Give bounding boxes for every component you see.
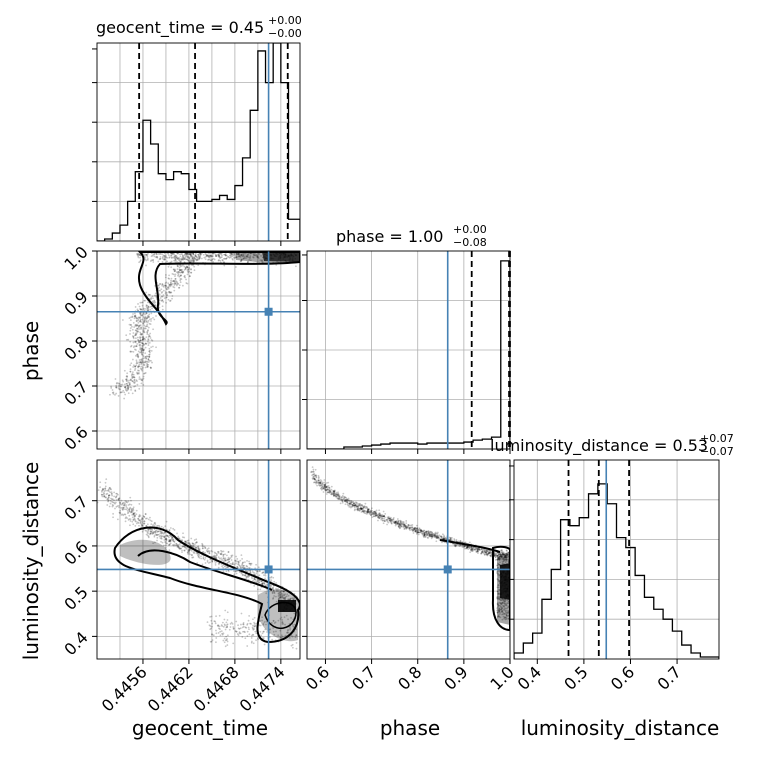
title-geocent-time-sup: +0.00 [268, 14, 302, 27]
panel-frame-h2 [513, 459, 720, 660]
histogram-h0 [97, 43, 300, 241]
x-tick-label-s20: 0.4462 [144, 662, 197, 715]
ylabel-phase: phase [19, 321, 43, 381]
truth-marker-s21 [443, 565, 452, 574]
title-luminosity-distance-sub: −0.07 [700, 445, 734, 458]
ylabel-luminosity-distance: luminosity_distance [19, 462, 43, 661]
xlabel-phase: phase [380, 716, 440, 740]
x-tick-label-h2: 0.7 [653, 662, 684, 693]
density-contour-s10 [137, 251, 300, 326]
title-luminosity-distance: luminosity_distance = 0.53 [490, 436, 708, 456]
x-tick-label-s20: 0.4456 [98, 662, 151, 715]
y-tick-label-s10: 1.0 [60, 242, 91, 273]
xlabel-luminosity-distance: luminosity_distance [521, 716, 720, 740]
x-tick-label-s21: 0.6 [302, 662, 333, 693]
histogram-h1 [307, 260, 510, 449]
xlabel-geocent-time: geocent_time [132, 716, 268, 740]
y-tick-label-s20: 0.6 [60, 537, 91, 568]
panel-frame-s10 [96, 250, 301, 450]
x-tick-label-h2: 0.4 [514, 662, 545, 693]
density-contour-s21 [500, 563, 510, 600]
density-contour-s20 [113, 526, 300, 644]
x-tick-label-h2: 0.5 [560, 662, 591, 693]
density-contour-s20 [137, 549, 273, 591]
x-tick-label-s20: 0.4474 [236, 662, 289, 715]
y-tick-label-s20: 0.7 [60, 492, 91, 523]
title-geocent-time: geocent_time = 0.45 [96, 18, 264, 38]
y-tick-label-s20: 0.5 [60, 583, 91, 614]
panel-frame-s20 [96, 459, 301, 660]
x-tick-label-s21: 0.7 [348, 662, 379, 693]
panel-frame-h0 [96, 42, 301, 242]
truth-marker-s20 [264, 565, 273, 574]
y-tick-label-s10: 0.6 [60, 422, 91, 453]
density-contour-s20 [264, 601, 297, 630]
title-phase-sub: −0.08 [453, 236, 487, 249]
x-tick-label-s21: 0.8 [394, 662, 425, 693]
y-tick-label-s10: 0.8 [60, 332, 91, 363]
title-luminosity-distance-sup: +0.07 [700, 432, 734, 445]
y-tick-label-s20: 0.4 [60, 628, 91, 659]
density-contour-s21 [491, 545, 510, 632]
title-geocent-time-sub: −0.00 [268, 27, 302, 40]
histogram-h2 [514, 483, 719, 659]
truth-marker-s10 [264, 307, 273, 316]
y-tick-label-s10: 0.9 [60, 287, 91, 318]
title-phase-sup: +0.00 [453, 223, 487, 236]
x-tick-label-s21: 1.0 [486, 662, 517, 693]
panel-frame-s21 [306, 459, 511, 660]
y-tick-label-s10: 0.7 [60, 377, 91, 408]
x-tick-label-s21: 0.9 [440, 662, 471, 693]
x-tick-label-s20: 0.4468 [190, 662, 243, 715]
title-phase: phase = 1.00 [336, 227, 443, 246]
x-tick-label-h2: 0.6 [607, 662, 638, 693]
density-contour-s10 [262, 252, 300, 262]
sample-cloud-s21 [310, 466, 510, 621]
